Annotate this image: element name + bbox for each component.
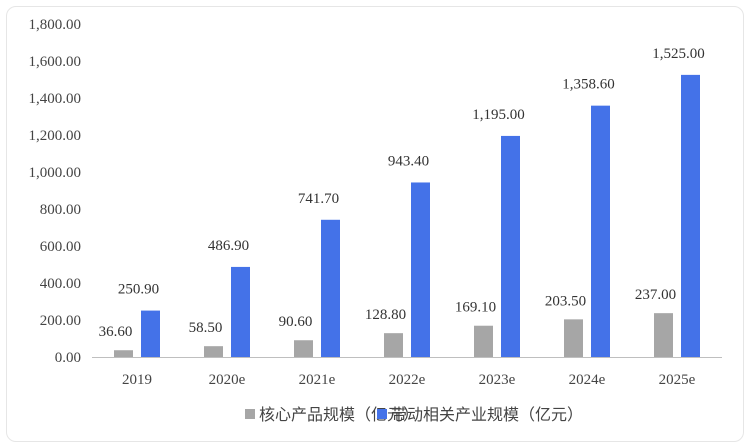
legend-swatch-related-industry <box>377 409 387 419</box>
core-product-bar <box>204 346 223 357</box>
y-tick-label: 1,200.00 <box>29 128 82 144</box>
y-tick-label: 1,800.00 <box>29 17 82 33</box>
core-product-data-label: 237.00 <box>635 287 676 303</box>
x-tick-label: 2024e <box>569 372 606 388</box>
chart-frame <box>6 6 744 442</box>
core-product-data-label: 36.60 <box>99 324 133 340</box>
y-tick-label: 600.00 <box>40 239 81 255</box>
y-tick-label: 400.00 <box>40 276 81 292</box>
core-product-data-label: 90.60 <box>279 314 313 330</box>
core-product-data-label: 203.50 <box>545 293 586 309</box>
core-product-data-label: 169.10 <box>455 300 496 316</box>
related-industry-data-label: 1,525.00 <box>652 46 705 62</box>
x-axis: 2019 2020e 2021e 2022e 2023e 2024e 2025e <box>92 357 722 388</box>
related-industry-data-label: 1,195.00 <box>472 107 525 123</box>
x-tick-label: 2022e <box>389 372 426 388</box>
related-industry-data-label: 741.70 <box>298 191 339 207</box>
related-industry-bar <box>321 219 340 357</box>
x-tick-label: 2021e <box>299 372 336 388</box>
y-tick-label: 0.00 <box>55 350 81 366</box>
y-tick-label: 1,600.00 <box>29 54 82 70</box>
core-product-data-label: 128.80 <box>365 307 406 323</box>
y-tick-label: 1,000.00 <box>29 165 82 181</box>
y-tick-label: 1,400.00 <box>29 91 82 107</box>
core-product-bar <box>564 319 583 357</box>
bars: 36.60 250.90 58.50 486.90 90.60 741.70 128.80 9… <box>99 46 705 357</box>
related-industry-data-label: 943.40 <box>388 153 429 169</box>
x-tick-label: 2025e <box>659 372 696 388</box>
core-product-bar <box>654 313 673 357</box>
related-industry-bar <box>231 266 250 357</box>
x-tick-label: 2020e <box>209 372 246 388</box>
x-tick-label: 2019 <box>122 372 152 388</box>
related-industry-bar <box>411 182 430 357</box>
x-tick-label: 2023e <box>479 372 516 388</box>
related-industry-bar <box>141 310 160 357</box>
core-product-data-label: 58.50 <box>189 320 223 336</box>
related-industry-bar <box>501 135 520 357</box>
y-axis: 0.00 200.00 400.00 600.00 800.00 1,000.00 1,20… <box>29 17 82 366</box>
legend-swatch-core-product <box>245 409 255 419</box>
legend-label-related-industry: 带动相关产业规模（亿元） <box>391 405 583 424</box>
related-industry-bar <box>591 105 610 357</box>
legend: 核心产品规模（亿元）带动相关产业规模（亿元） <box>245 405 583 424</box>
related-industry-data-label: 1,358.60 <box>562 77 615 93</box>
core-product-bar <box>114 350 133 357</box>
related-industry-data-label: 486.90 <box>208 238 249 254</box>
related-industry-data-label: 250.90 <box>118 282 159 298</box>
core-product-bar <box>294 340 313 357</box>
core-product-bar <box>384 333 403 357</box>
y-tick-label: 800.00 <box>40 202 81 218</box>
y-tick-label: 200.00 <box>40 313 81 329</box>
related-industry-bar <box>681 74 700 357</box>
core-product-bar <box>474 325 493 357</box>
